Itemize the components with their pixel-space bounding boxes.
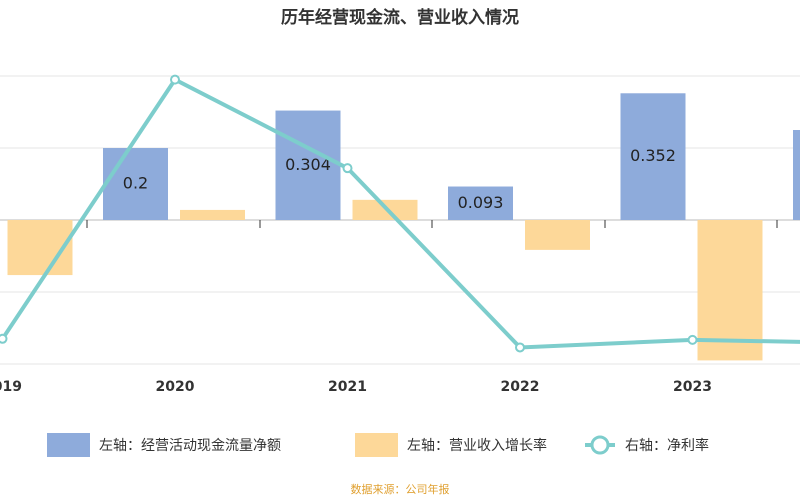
legend-swatch — [47, 433, 90, 457]
x-tick-label: 2022 — [501, 379, 540, 395]
data-label: 0.093 — [458, 193, 504, 212]
x-axis-ticks — [86, 220, 778, 228]
x-tick-label: 2020 — [156, 379, 195, 395]
legend-label: 左轴：经营活动现金流量净额 — [99, 438, 281, 454]
line-point — [170, 74, 180, 85]
bar — [525, 220, 590, 250]
bar — [275, 110, 341, 220]
bar — [180, 209, 245, 220]
chart-title: 历年经营现金流、营业收入情况 — [281, 7, 519, 28]
bar — [620, 93, 686, 220]
legend-swatch — [355, 433, 398, 457]
line-point — [0, 333, 8, 344]
data-label: 0.304 — [285, 155, 331, 174]
line-point — [342, 163, 353, 174]
x-tick-label: 2019 — [0, 379, 22, 395]
bar — [793, 130, 800, 220]
line-point — [515, 342, 525, 353]
data-label: 0.352 — [630, 146, 676, 165]
bar — [448, 186, 513, 220]
legend-label: 左轴：营业收入增长率 — [407, 437, 547, 454]
line-point — [687, 334, 698, 345]
source-note: 数据来源：公司年报 — [351, 482, 450, 496]
data-label: 0.2 — [123, 174, 148, 193]
legend-swatch — [590, 435, 610, 455]
legend-label: 右轴：净利率 — [625, 437, 709, 454]
bar — [103, 148, 168, 220]
x-tick-label: 2021 — [328, 379, 367, 395]
bar — [697, 220, 763, 361]
line — [0, 77, 800, 350]
x-tick-label: 2023 — [673, 379, 712, 395]
